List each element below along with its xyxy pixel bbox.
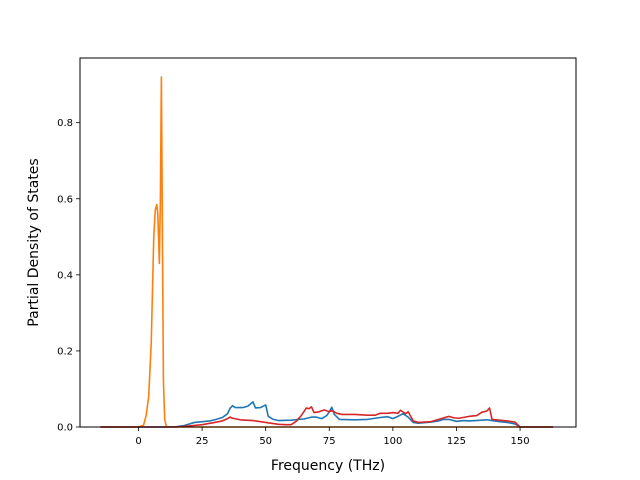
y-axis-ticks: 0.0 0.2 0.4 0.6 0.8 [57,118,80,434]
x-tick-label: 0 [135,436,141,447]
series-line-3 [100,406,554,428]
plot-lines [100,76,554,428]
y-axis-label: Partial Density of States [26,158,42,326]
y-tick-label: 0.4 [57,270,73,281]
series-line-1 [100,401,554,428]
x-tick-label: 25 [196,436,209,447]
x-axis-ticks: 0 25 50 75 100 125 150 [135,427,530,447]
x-tick-label: 100 [383,436,402,447]
x-axis-label: Frequency (THz) [271,458,385,474]
y-tick-label: 0.0 [57,423,73,434]
x-tick-label: 50 [259,436,272,447]
x-tick-label: 125 [447,436,466,447]
y-tick-label: 0.2 [57,346,73,357]
plot-frame [79,57,577,428]
y-tick-label: 0.6 [57,194,73,205]
x-tick-label: 75 [323,436,336,447]
x-tick-label: 150 [510,436,529,447]
y-tick-label: 0.8 [57,118,73,129]
series-line-2 [100,76,554,428]
